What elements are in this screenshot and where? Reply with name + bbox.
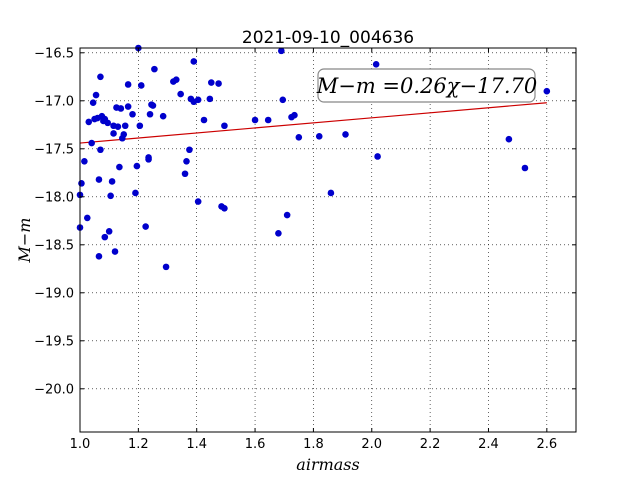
data-point bbox=[374, 153, 381, 160]
y-tick-label: −19.0 bbox=[34, 286, 74, 301]
data-point bbox=[89, 99, 97, 107]
data-point bbox=[108, 178, 116, 185]
data-point bbox=[129, 110, 136, 118]
data-point bbox=[186, 146, 193, 154]
data-point bbox=[172, 76, 180, 83]
y-tick-label: −17.0 bbox=[34, 94, 74, 109]
data-point bbox=[251, 116, 259, 124]
data-point bbox=[327, 189, 335, 197]
y-tick-label: −16.5 bbox=[34, 46, 74, 61]
data-point bbox=[132, 189, 139, 197]
chart-title: 2021-09-10_004636 bbox=[242, 28, 414, 48]
data-point bbox=[104, 119, 112, 127]
x-tick-label: 1.0 bbox=[70, 437, 91, 452]
data-point bbox=[291, 111, 298, 119]
data-point bbox=[88, 139, 95, 147]
data-point bbox=[200, 116, 208, 124]
data-point bbox=[117, 105, 125, 112]
data-point bbox=[194, 198, 202, 205]
data-point bbox=[264, 116, 272, 124]
data-point bbox=[278, 47, 285, 55]
data-point bbox=[97, 146, 104, 154]
data-point bbox=[279, 96, 287, 104]
data-point bbox=[120, 131, 128, 138]
data-point bbox=[295, 133, 303, 141]
data-point bbox=[190, 58, 198, 65]
y-tick-label: −17.5 bbox=[34, 142, 74, 157]
data-point bbox=[110, 130, 117, 137]
y-axis-title: M−m bbox=[15, 218, 34, 264]
data-point bbox=[275, 229, 282, 237]
plot-area-frame bbox=[79, 47, 577, 433]
x-tick-label: 1.8 bbox=[303, 437, 324, 452]
data-point bbox=[194, 96, 202, 104]
x-tick-label: 1.4 bbox=[186, 437, 207, 452]
data-point bbox=[95, 176, 103, 183]
x-tick-label: 2.0 bbox=[361, 437, 382, 452]
data-point bbox=[145, 154, 152, 161]
data-point bbox=[92, 91, 100, 99]
annotation-text: M−m =0.26χ−17.70 bbox=[316, 74, 537, 98]
fit-layer bbox=[79, 102, 547, 144]
x-axis-title: airmass bbox=[296, 455, 359, 474]
y-tick-label: −18.5 bbox=[34, 238, 74, 253]
data-point bbox=[207, 79, 215, 86]
data-point bbox=[136, 122, 144, 130]
data-point bbox=[283, 211, 291, 219]
data-point bbox=[116, 163, 123, 171]
data-point bbox=[221, 122, 228, 130]
data-point bbox=[133, 162, 141, 170]
data-point bbox=[149, 102, 157, 109]
y-tick-label: −19.5 bbox=[34, 334, 74, 349]
data-point bbox=[162, 263, 170, 271]
data-point bbox=[177, 90, 184, 98]
x-tick-label: 2.2 bbox=[420, 437, 441, 452]
data-point bbox=[159, 112, 167, 120]
data-point bbox=[105, 228, 113, 235]
data-point bbox=[121, 122, 129, 130]
x-tick-label: 1.6 bbox=[245, 437, 266, 452]
data-point bbox=[124, 81, 132, 88]
data-point bbox=[151, 65, 158, 73]
data-point bbox=[97, 73, 104, 81]
y-tick-label: −20.0 bbox=[34, 382, 74, 397]
data-point bbox=[543, 87, 551, 95]
y-tick-label: −18.0 bbox=[34, 190, 74, 205]
data-point bbox=[78, 180, 85, 187]
data-point bbox=[372, 61, 380, 68]
data-point bbox=[342, 131, 349, 138]
data-point bbox=[183, 157, 190, 165]
data-point bbox=[146, 110, 154, 118]
data-point bbox=[111, 248, 119, 255]
data-point bbox=[206, 95, 214, 103]
data-point bbox=[114, 123, 122, 131]
data-point bbox=[137, 82, 145, 89]
y-tick-labels: −16.5 −17.0 −17.5 −18.0 −18.5 −19.0 −19.5 −20.0 bbox=[34, 46, 74, 397]
data-point bbox=[521, 164, 529, 172]
data-point bbox=[181, 170, 189, 178]
fit-line bbox=[79, 102, 547, 144]
points-layer bbox=[76, 44, 551, 271]
x-tick-label: 1.2 bbox=[128, 437, 149, 452]
data-point bbox=[221, 205, 228, 212]
ticks-layer bbox=[79, 48, 576, 432]
data-point bbox=[142, 223, 149, 230]
fit-annotation: M−m =0.26χ−17.70 bbox=[316, 68, 537, 103]
data-point bbox=[215, 80, 222, 87]
data-point bbox=[83, 214, 91, 222]
data-point bbox=[95, 253, 103, 260]
x-tick-label: 2.6 bbox=[536, 437, 557, 452]
data-point bbox=[505, 135, 513, 143]
x-tick-labels: 1.0 1.2 1.4 1.6 1.8 2.0 2.2 2.4 2.6 bbox=[70, 437, 558, 452]
annotation-box bbox=[317, 68, 536, 103]
data-point bbox=[81, 157, 88, 165]
data-point bbox=[124, 103, 132, 110]
x-tick-label: 2.4 bbox=[478, 437, 499, 452]
data-point bbox=[107, 192, 114, 200]
data-point bbox=[315, 133, 323, 140]
data-point bbox=[101, 233, 109, 241]
data-point bbox=[85, 118, 93, 126]
